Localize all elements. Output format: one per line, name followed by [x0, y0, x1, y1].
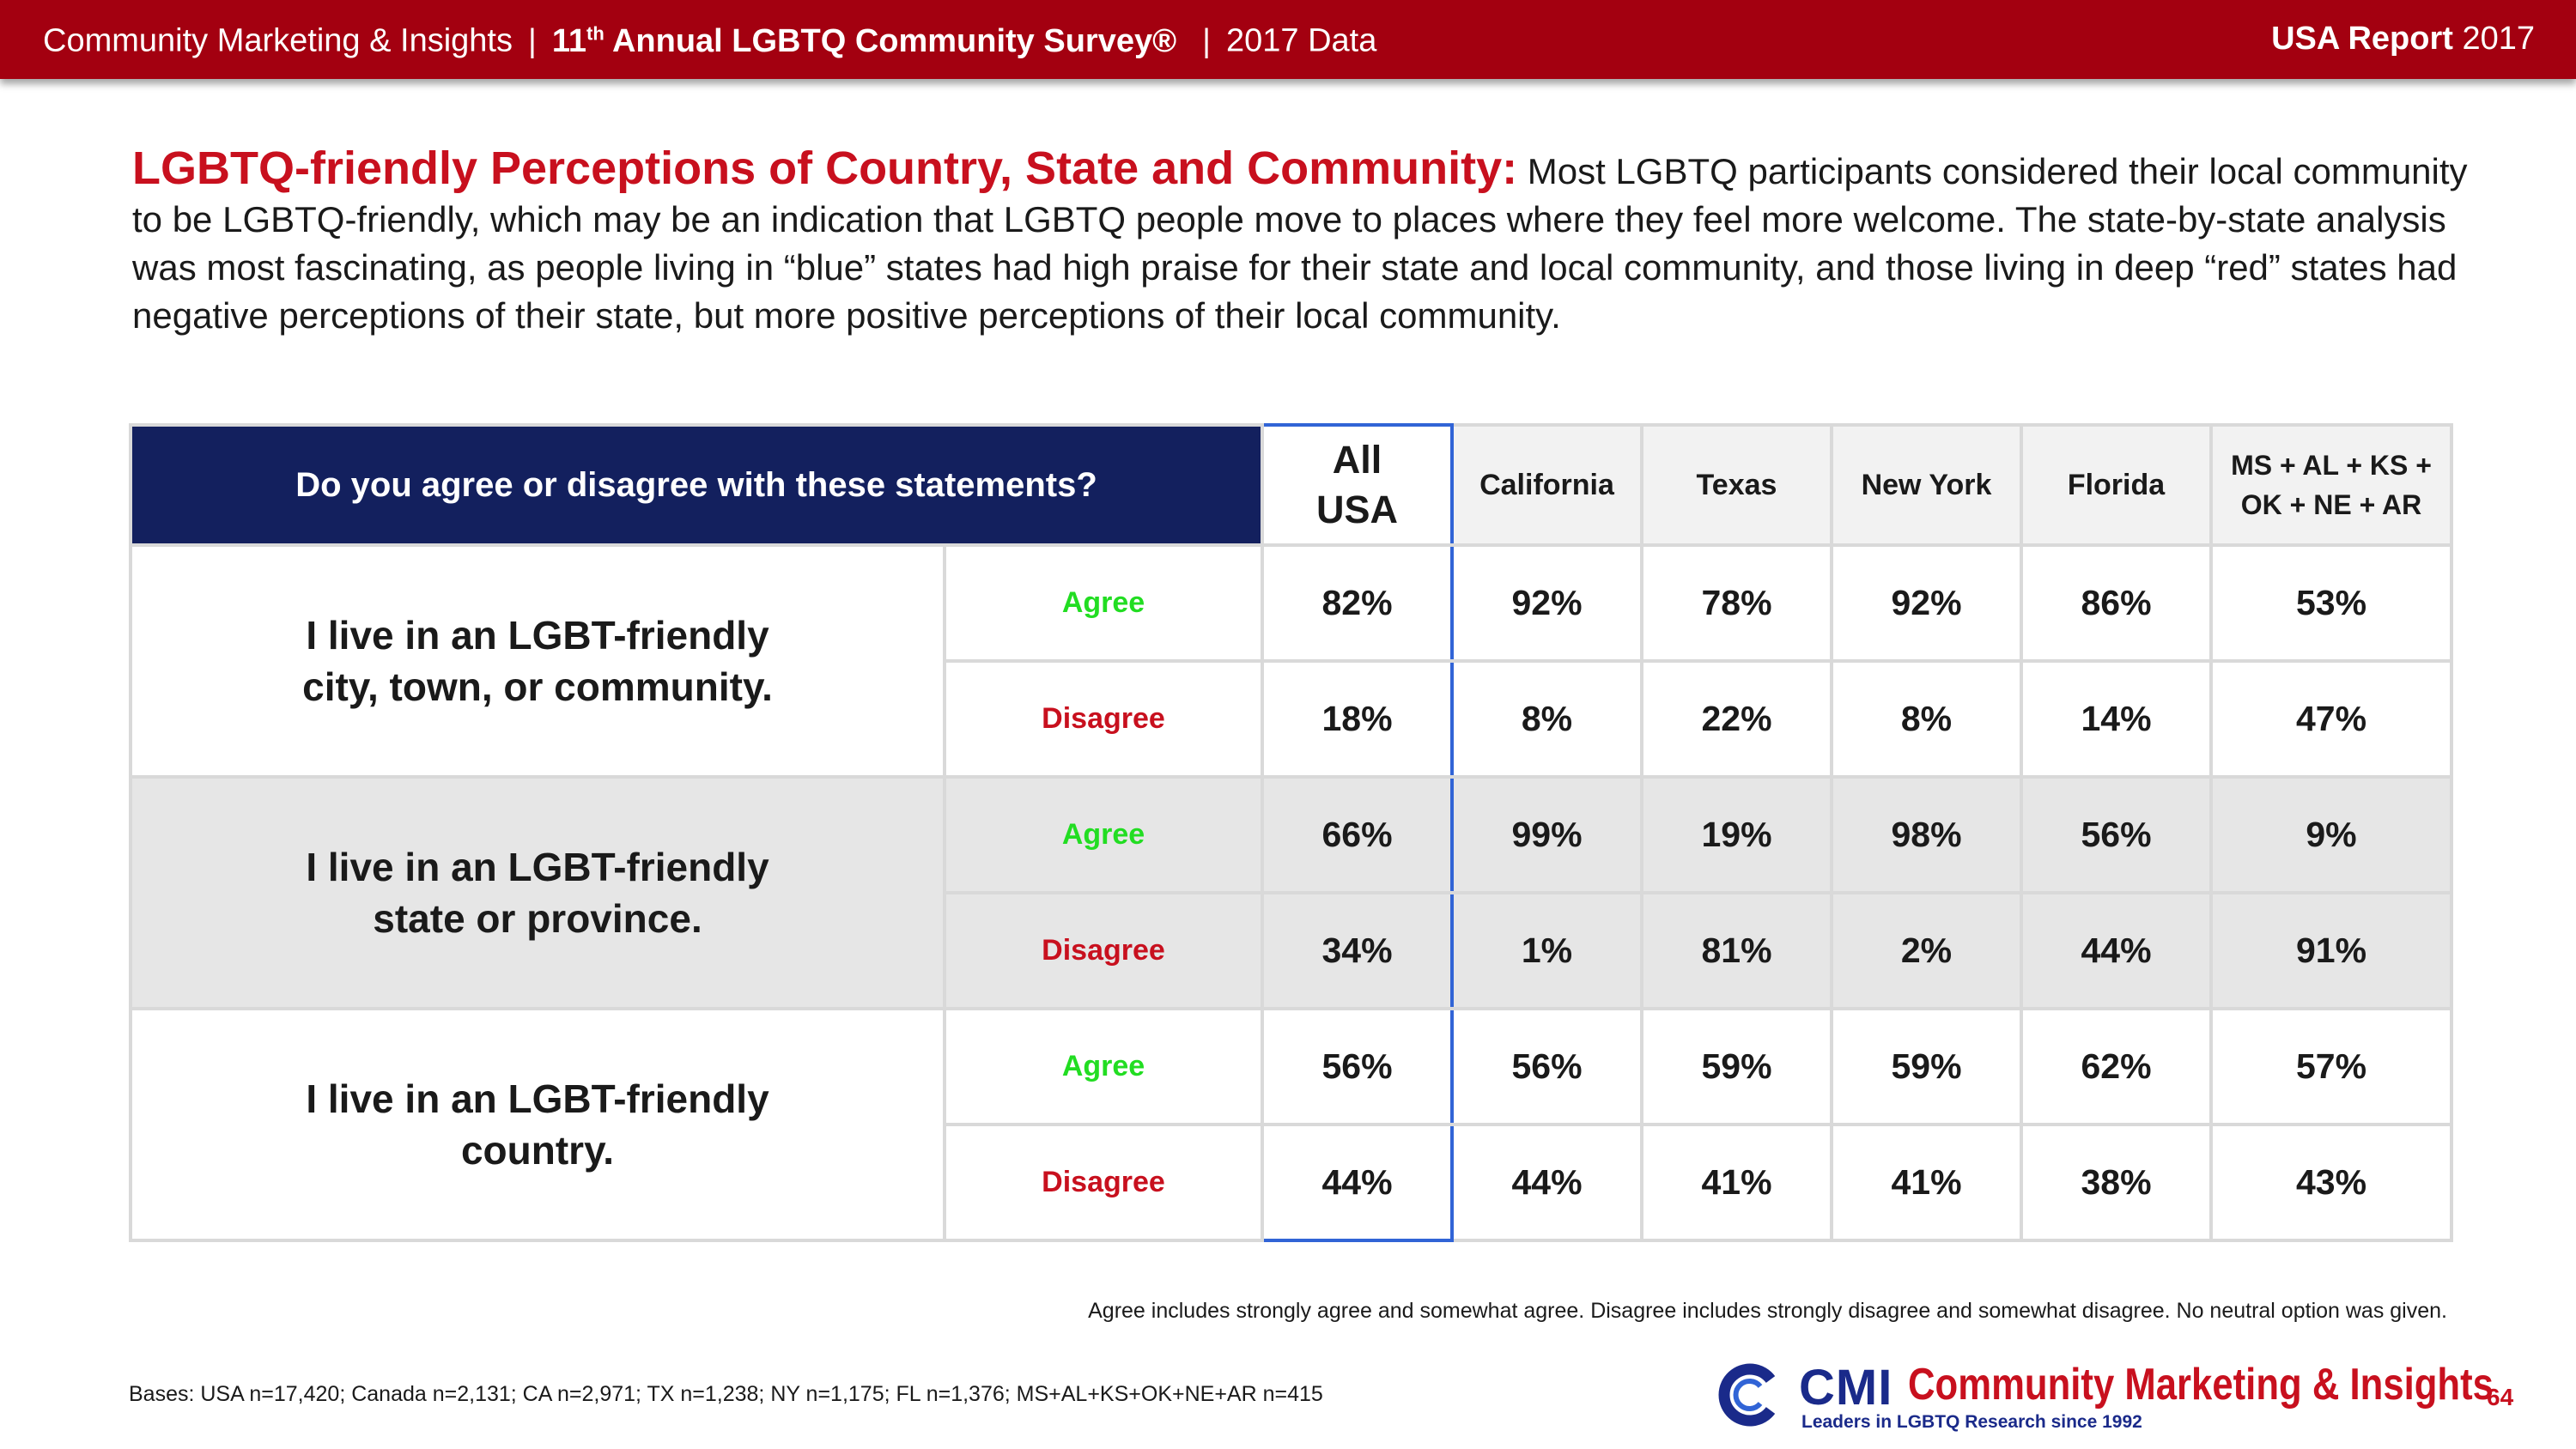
- statement-text: I live in an LGBT-friendly state or prov…: [306, 845, 769, 941]
- value-cell: 19%: [1640, 775, 1833, 894]
- value-cell: 99%: [1450, 775, 1643, 894]
- column-header-california: California: [1450, 423, 1643, 547]
- value-cell: 66%: [1261, 775, 1454, 894]
- agree-label: Agree: [943, 1007, 1264, 1126]
- value-cell: 43%: [2209, 1123, 2453, 1242]
- page-title: LGBTQ-friendly Perceptions of Country, S…: [132, 142, 1518, 194]
- value-cell: 9%: [2209, 775, 2453, 894]
- cmi-logo-icon: [1718, 1363, 1776, 1427]
- value-cell: 44%: [1261, 1123, 1454, 1242]
- table-header-row: Do you agree or disagree with these stat…: [129, 423, 2453, 547]
- value-cell: 38%: [2020, 1123, 2213, 1242]
- intro-paragraph: LGBTQ-friendly Perceptions of Country, S…: [132, 144, 2502, 340]
- value-cell: 1%: [1450, 891, 1643, 1010]
- column-header-florida: Florida: [2020, 423, 2213, 547]
- column-header-texas: Texas: [1640, 423, 1833, 547]
- disagree-label: Disagree: [943, 891, 1264, 1010]
- logo-company-name: Community Marketing & Insights: [1908, 1360, 2494, 1410]
- value-cell: 62%: [2020, 1007, 2213, 1126]
- value-cell: 8%: [1830, 659, 2023, 779]
- column-header-new-york: New York: [1830, 423, 2023, 547]
- value-cell: 56%: [1261, 1007, 1454, 1126]
- value-cell: 14%: [2020, 659, 2213, 779]
- statement-community: I live in an LGBT-friendly city, town, o…: [129, 543, 946, 779]
- table-row: Disagree 34% 1% 81% 2% 44% 91%: [131, 891, 2453, 1010]
- value-cell: 44%: [2020, 891, 2213, 1010]
- statement-country: I live in an LGBT-friendly country.: [129, 1007, 946, 1242]
- value-cell: 56%: [1450, 1007, 1643, 1126]
- definitions-note: Agree includes strongly agree and somewh…: [1088, 1299, 2447, 1323]
- value-cell: 78%: [1640, 543, 1833, 663]
- logo-tagline: Leaders in LGBTQ Research since 1992: [1801, 1412, 2142, 1432]
- statement-state: I live in an LGBT-friendly state or prov…: [129, 775, 946, 1010]
- header-survey-info: Community Marketing & Insights | 11th Annu…: [43, 22, 1377, 59]
- header-survey-title: Annual LGBTQ Community Survey®: [611, 22, 1177, 59]
- header-survey-suffix: th: [586, 22, 605, 44]
- value-cell: 59%: [1640, 1007, 1833, 1126]
- table-row: Disagree 18% 8% 22% 8% 14% 47%: [131, 659, 2453, 779]
- cmi-logo: CMI Community Marketing & Insights Leade…: [1717, 1360, 2494, 1432]
- header-data-year: 2017 Data: [1226, 22, 1377, 59]
- value-cell: 18%: [1261, 659, 1454, 779]
- header-report-label: USA Report 2017: [2271, 21, 2535, 58]
- header-survey-number: 11: [551, 22, 587, 59]
- question-header: Do you agree or disagree with these stat…: [129, 423, 1264, 547]
- header-bar: Community Marketing & Insights | 11th Annu…: [0, 0, 2576, 79]
- value-cell: 92%: [1830, 543, 2023, 663]
- statement-text: I live in an LGBT-friendly city, town, o…: [302, 613, 773, 709]
- value-cell: 34%: [1261, 891, 1454, 1010]
- table-row: I live in an LGBT-friendly state or prov…: [129, 775, 2453, 1010]
- value-cell: 91%: [2209, 891, 2453, 1010]
- table-row: I live in an LGBT-friendly city, town, o…: [129, 543, 2453, 779]
- value-cell: 22%: [1640, 659, 1833, 779]
- value-cell: 82%: [1261, 543, 1454, 663]
- value-cell: 8%: [1450, 659, 1643, 779]
- intro-body: Most LGBTQ participants considered their…: [132, 151, 2468, 336]
- value-cell: 81%: [1640, 891, 1833, 1010]
- column-header-all-usa: All USA: [1261, 423, 1454, 547]
- agree-label: Agree: [943, 775, 1264, 894]
- value-cell: 2%: [1830, 891, 2023, 1010]
- value-cell: 56%: [2020, 775, 2213, 894]
- table-row: I live in an LGBT-friendly country. Agre…: [129, 1007, 2453, 1242]
- header-report-bold: USA Report: [2271, 21, 2453, 57]
- header-report-year: 2017: [2462, 21, 2535, 57]
- sample-bases: Bases: USA n=17,420; Canada n=2,131; CA …: [129, 1382, 1323, 1406]
- header-org: Community Marketing & Insights: [43, 22, 513, 59]
- statement-text: I live in an LGBT-friendly country.: [306, 1076, 769, 1173]
- value-cell: 53%: [2209, 543, 2453, 663]
- logo-abbr: CMI: [1799, 1360, 1893, 1416]
- value-cell: 59%: [1830, 1007, 2023, 1126]
- value-cell: 44%: [1450, 1123, 1643, 1242]
- agree-label: Agree: [943, 543, 1264, 663]
- survey-table: Do you agree or disagree with these stat…: [129, 423, 2453, 1242]
- value-cell: 47%: [2209, 659, 2453, 779]
- value-cell: 41%: [1830, 1123, 2023, 1242]
- column-header-red-states: MS + AL + KS + OK + NE + AR: [2209, 423, 2453, 547]
- page-number: 64: [2487, 1384, 2514, 1410]
- value-cell: 41%: [1640, 1123, 1833, 1242]
- disagree-label: Disagree: [943, 1123, 1264, 1242]
- value-cell: 86%: [2020, 543, 2213, 663]
- value-cell: 57%: [2209, 1007, 2453, 1126]
- value-cell: 98%: [1830, 775, 2023, 894]
- table-row: Disagree 44% 44% 41% 41% 38% 43%: [131, 1123, 2453, 1242]
- disagree-label: Disagree: [943, 659, 1264, 779]
- value-cell: 92%: [1450, 543, 1643, 663]
